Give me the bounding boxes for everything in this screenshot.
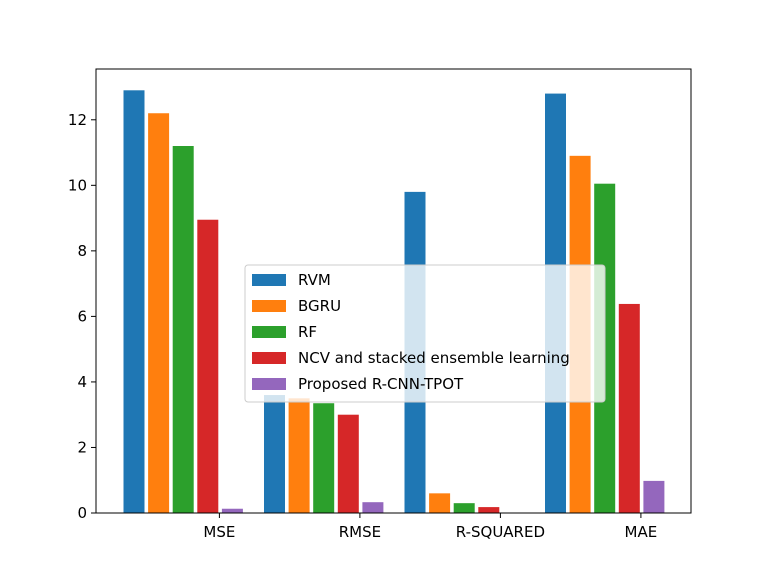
legend-label: RVM xyxy=(298,271,331,289)
legend-swatch xyxy=(252,300,286,312)
bar-rmse-series-4 xyxy=(337,414,359,513)
bar-mse-series-2 xyxy=(148,113,170,514)
bar-r-squared-series-4 xyxy=(478,507,500,513)
legend-label: BGRU xyxy=(298,297,341,315)
y-tick-label: 12 xyxy=(68,111,87,129)
x-tick-label: R-SQUARED xyxy=(456,523,545,541)
axes-layer: 0 2 4 6 8 10 12 MSE RMSE R-SQUARED MAE xyxy=(68,68,692,541)
legend-box xyxy=(244,264,606,403)
bar-rmse-series-1 xyxy=(264,395,285,513)
legend-swatch xyxy=(252,378,286,390)
bar-r-squared-series-2 xyxy=(429,493,451,513)
legend-label: Proposed R-CNN-TPOT xyxy=(298,375,464,393)
y-tick-label: 6 xyxy=(77,307,87,325)
y-tick-label: 10 xyxy=(68,176,87,194)
y-tick-label: 0 xyxy=(77,504,87,522)
bar-mse-series-3 xyxy=(172,146,194,513)
plot-frame xyxy=(95,68,692,514)
legend: RVM BGRU RF NCV and stacked ensemble learni… xyxy=(244,264,606,403)
bar-mse-series-4 xyxy=(197,219,219,514)
legend-label: NCV and stacked ensemble learning xyxy=(298,349,570,367)
x-tick-label: MAE xyxy=(625,523,658,541)
legend-swatch xyxy=(252,274,286,286)
y-tick-label: 8 xyxy=(77,242,87,260)
y-tick-label: 2 xyxy=(77,438,87,456)
bar-mae-series-5 xyxy=(643,480,665,513)
bar-mae-series-4 xyxy=(618,303,640,513)
bar-mse-series-1 xyxy=(123,90,145,514)
legend-swatch xyxy=(252,352,286,364)
x-tick-label: RMSE xyxy=(339,523,381,541)
legend-swatch xyxy=(252,326,286,338)
bar-r-squared-series-3 xyxy=(453,503,475,513)
x-tick-label: MSE xyxy=(203,523,235,541)
bar-rmse-series-3 xyxy=(313,403,335,513)
bar-mse-series-5 xyxy=(221,508,243,513)
legend-label: RF xyxy=(298,323,317,341)
bar-rmse-series-5 xyxy=(362,502,384,513)
y-tick-label: 4 xyxy=(77,373,87,391)
bar-rmse-series-2 xyxy=(288,398,310,513)
